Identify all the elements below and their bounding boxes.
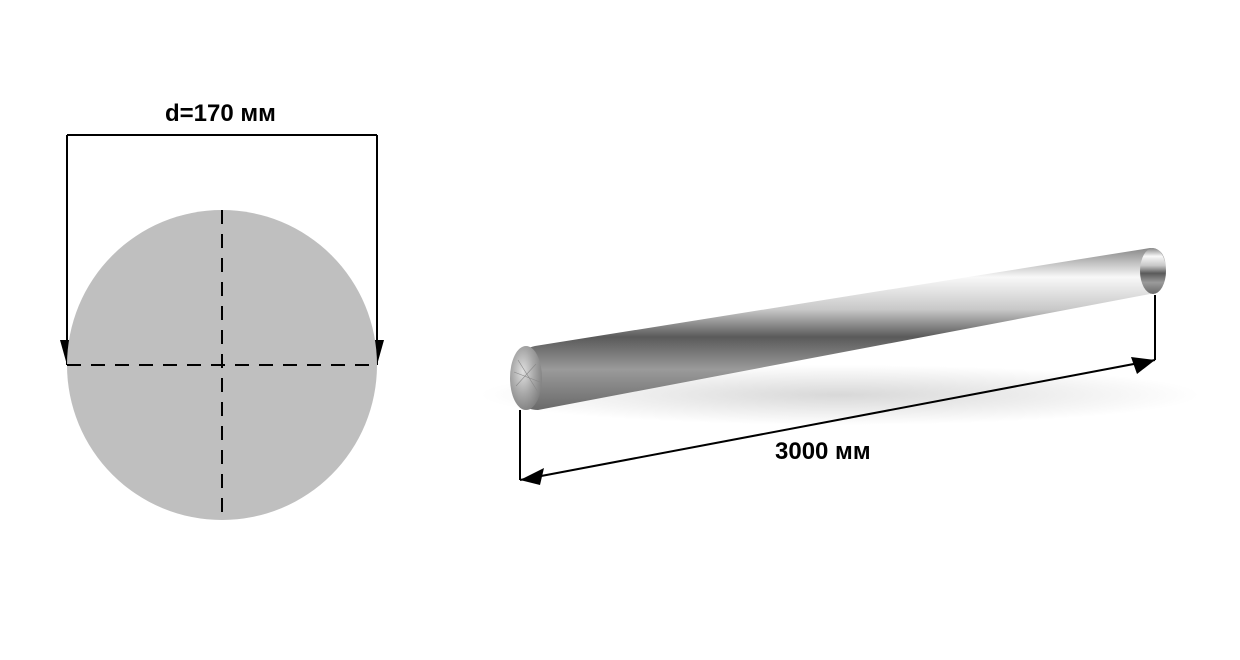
- rod-drawing: [460, 120, 1220, 620]
- len-arrow-right: [1131, 357, 1155, 374]
- cross-section-drawing: [0, 40, 440, 640]
- diagram-container: d=170 мм: [0, 0, 1240, 660]
- length-label: 3000 мм: [775, 438, 871, 466]
- rod-near-cap: [510, 346, 542, 410]
- diameter-label: d=170 мм: [165, 100, 276, 128]
- len-arrow-left: [520, 468, 544, 485]
- rod-far-cap: [1140, 248, 1166, 294]
